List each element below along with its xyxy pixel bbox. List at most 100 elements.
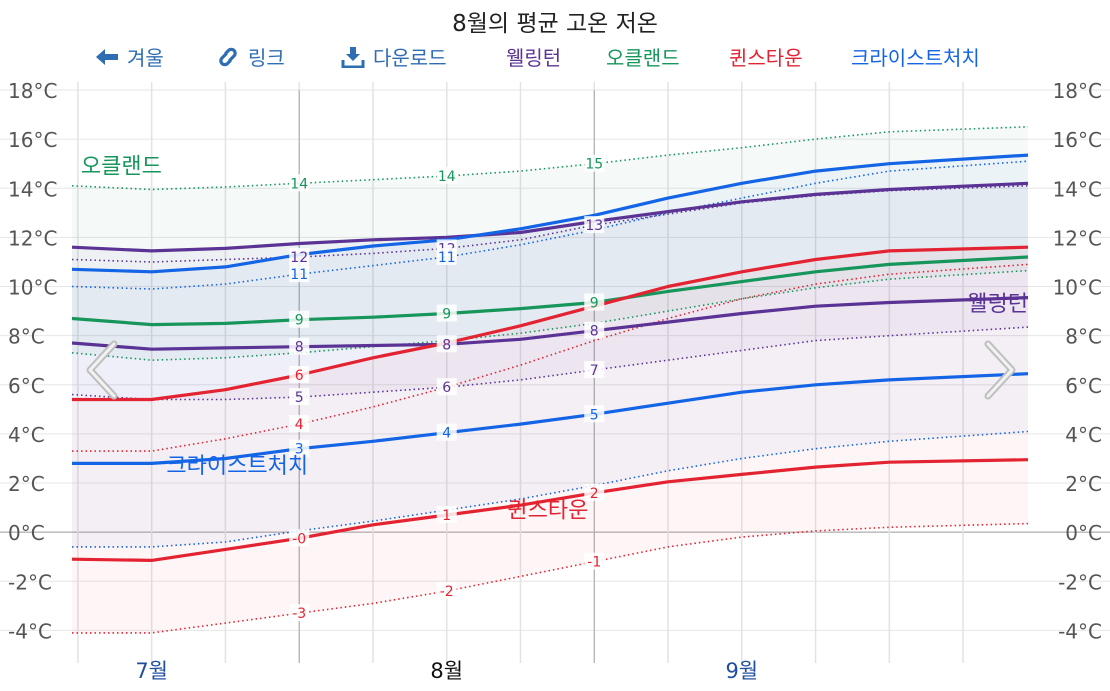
x-tick-label: 7월 bbox=[135, 659, 168, 683]
data-label: 14 bbox=[290, 176, 308, 192]
legend-item-wellington[interactable]: 웰링턴 bbox=[506, 42, 561, 71]
data-label-bg bbox=[584, 552, 605, 570]
y-tick-label-right: 8°C bbox=[1065, 325, 1102, 349]
link-button[interactable]: 링크 bbox=[216, 42, 285, 71]
data-label: 8 bbox=[590, 324, 599, 340]
y-tick-label-left: 2°C bbox=[8, 472, 45, 496]
y-tick-label-right: 18°C bbox=[1053, 79, 1102, 103]
legend-label: 오클랜드 bbox=[606, 46, 680, 70]
download-button[interactable]: 다운로드 bbox=[341, 42, 447, 71]
chevron-left-icon[interactable] bbox=[82, 340, 122, 400]
y-tick-label-left: -4°C bbox=[8, 619, 52, 643]
download-label: 다운로드 bbox=[373, 46, 447, 70]
y-tick-label-right: 12°C bbox=[1053, 226, 1102, 250]
data-label-bg bbox=[584, 405, 605, 423]
data-label: 5 bbox=[590, 407, 599, 423]
data-label: 3 bbox=[295, 442, 304, 458]
y-tick-label-right: 6°C bbox=[1065, 374, 1102, 398]
data-label: 13 bbox=[585, 218, 603, 234]
data-label: 2 bbox=[590, 486, 599, 502]
data-label: 6 bbox=[295, 368, 304, 384]
data-label: 7 bbox=[590, 363, 599, 379]
y-tick-label-right: -2°C bbox=[1058, 570, 1102, 594]
data-label-bg bbox=[289, 337, 310, 355]
data-label-bg bbox=[289, 248, 310, 266]
data-label: 6 bbox=[442, 380, 451, 396]
data-label: 14 bbox=[438, 169, 456, 185]
legend-item-auckland[interactable]: 오클랜드 bbox=[606, 42, 680, 71]
data-label-bg bbox=[584, 293, 605, 311]
series-name-label: 크라이스트처치 bbox=[166, 454, 308, 479]
data-label: 9 bbox=[442, 307, 451, 323]
data-label-bg bbox=[289, 439, 310, 457]
legend-item-christchurch[interactable]: 크라이스트처치 bbox=[851, 42, 980, 71]
data-label: 4 bbox=[442, 426, 451, 442]
y-tick-label-right: 0°C bbox=[1065, 521, 1102, 545]
y-tick-label-right: 14°C bbox=[1053, 177, 1102, 201]
link-label: 링크 bbox=[248, 46, 285, 70]
mean-line bbox=[72, 372, 1029, 465]
y-tick-label-left: -2°C bbox=[8, 570, 52, 594]
y-tick-label-left: 4°C bbox=[8, 423, 45, 447]
mean-line bbox=[71, 296, 1029, 351]
data-label-bg bbox=[584, 154, 605, 172]
high-line bbox=[71, 185, 1029, 263]
x-tick-label: 8월 bbox=[430, 659, 463, 683]
data-label-bg bbox=[584, 361, 605, 379]
data-label: 9 bbox=[295, 313, 304, 329]
mean-line bbox=[71, 181, 1029, 253]
mean-line bbox=[71, 255, 1029, 327]
high-line bbox=[71, 160, 1029, 290]
data-label: 8 bbox=[295, 340, 304, 356]
data-label-bg bbox=[436, 166, 457, 184]
data-label: 1 bbox=[442, 508, 451, 524]
y-tick-label-left: 18°C bbox=[8, 79, 57, 103]
data-label-bg bbox=[584, 483, 605, 501]
data-label-bg bbox=[289, 388, 310, 406]
data-label: 4 bbox=[295, 417, 304, 433]
y-tick-label-left: 0°C bbox=[8, 521, 45, 545]
data-label-bg bbox=[289, 174, 310, 192]
chevron-right-icon[interactable] bbox=[980, 340, 1020, 400]
legend-label: 퀸스타운 bbox=[729, 46, 803, 70]
range-band bbox=[72, 126, 1028, 361]
data-label-bg bbox=[436, 304, 457, 322]
mean-line bbox=[71, 153, 1029, 274]
mean-line bbox=[72, 245, 1029, 402]
data-label: -1 bbox=[587, 555, 601, 571]
y-tick-label-right: 16°C bbox=[1053, 128, 1102, 152]
high-line bbox=[72, 263, 1029, 452]
low-line bbox=[72, 522, 1029, 634]
data-label: 12 bbox=[438, 241, 456, 257]
data-label-bg bbox=[436, 239, 457, 257]
data-label-bg bbox=[289, 415, 310, 433]
y-tick-label-left: 8°C bbox=[8, 325, 45, 349]
range-band bbox=[72, 247, 1028, 633]
y-tick-label-left: 14°C bbox=[8, 177, 57, 201]
data-label: 11 bbox=[290, 267, 308, 283]
chart-title: 8월의 평균 고온 저온 bbox=[452, 11, 658, 37]
y-tick-label-left: 16°C bbox=[8, 128, 57, 152]
high-line bbox=[71, 126, 1029, 191]
mean-line bbox=[71, 458, 1029, 563]
data-label-bg bbox=[289, 365, 310, 383]
x-tick-label: 9월 bbox=[725, 659, 758, 683]
data-label: 8 bbox=[442, 337, 451, 353]
legend-item-queenstown[interactable]: 퀸스타운 bbox=[729, 42, 803, 71]
data-label: -2 bbox=[440, 584, 454, 600]
data-label-bg bbox=[436, 335, 457, 353]
data-label-bg bbox=[584, 321, 605, 339]
arrow-left-icon bbox=[96, 48, 118, 65]
series-name-label: 웰링턴 bbox=[967, 292, 1028, 317]
range-band bbox=[72, 155, 1028, 547]
data-label-bg bbox=[436, 505, 457, 523]
data-label-bg bbox=[436, 378, 457, 396]
data-label: -0 bbox=[292, 531, 306, 547]
data-label-bg bbox=[289, 604, 310, 622]
y-tick-label-right: 2°C bbox=[1065, 472, 1102, 496]
link-icon bbox=[219, 47, 237, 66]
low-line bbox=[71, 326, 1029, 401]
prev-month-button[interactable]: 겨울 bbox=[95, 42, 164, 71]
data-label: 5 bbox=[295, 390, 304, 406]
